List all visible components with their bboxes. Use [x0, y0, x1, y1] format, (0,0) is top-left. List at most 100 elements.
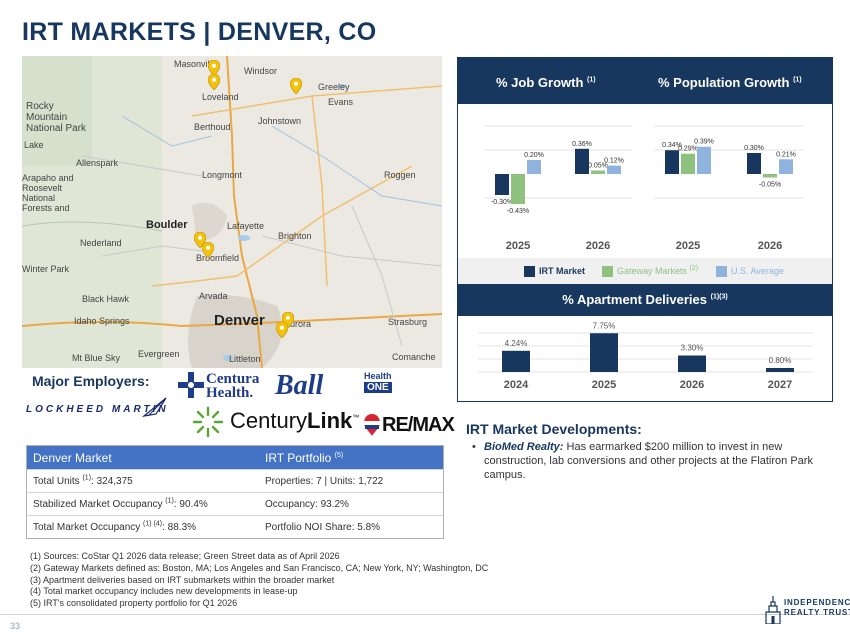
map-label: Littleton	[229, 354, 261, 364]
table-header: Denver Market IRT Portfolio (5)	[27, 446, 443, 469]
deliveries-chart: 4.24% 2024 7.75% 2025 3.30% 2026 0.80% 2027	[478, 321, 813, 391]
map-label: Aurora	[284, 319, 312, 329]
data-label: 0.34%	[662, 142, 682, 149]
table-header-portfolio: IRT Portfolio (5)	[265, 450, 344, 465]
map-label: Roggen	[384, 170, 416, 180]
data-label: 7.75%	[593, 321, 616, 330]
ball-logo: Ball	[275, 370, 324, 401]
deliveries-header-band: % Apartment Deliveries (1)(3)	[458, 284, 832, 316]
page-title: IRT MARKETS | DENVER, CO	[22, 18, 377, 46]
data-label: 0.80%	[769, 356, 792, 365]
map-label: Johnstown	[258, 116, 302, 126]
property-pin-icon[interactable]	[276, 322, 288, 338]
irt-logo-line2: REALTY TRUST	[784, 608, 850, 617]
map-label: Greeley	[318, 82, 350, 92]
tick-label: 2025	[592, 379, 616, 391]
map-label: Arvada	[199, 291, 228, 301]
job-growth-title: % Job Growth (1)	[496, 75, 596, 90]
data-label: 0.36%	[572, 141, 592, 148]
map-label: Denver	[214, 312, 265, 329]
irt-logo: INDEPENDENCE REALTY TRUST	[764, 596, 850, 629]
pop-growth-title: % Population Growth (1)	[658, 75, 802, 90]
footnotes: (1) Sources: CoStar Q1 2026 data release…	[30, 551, 488, 610]
healthone-logo: Health ONE	[364, 371, 392, 393]
map-label: Winter Park	[22, 264, 70, 274]
chart-bar	[575, 148, 589, 174]
developments-bullet: • BioMed Realty: Has earmarked $200 mill…	[472, 441, 813, 481]
data-label: 0.29%	[678, 146, 698, 153]
tick-label: 2025	[676, 240, 700, 252]
map-label: Evans	[328, 97, 354, 107]
market-table: Denver Market IRT Portfolio (5) Total Un…	[26, 445, 444, 539]
chart-bar	[697, 146, 711, 174]
data-label: -0.05%	[759, 182, 781, 189]
major-employers-label: Major Employers:	[32, 373, 150, 389]
lockheed-star-icon	[142, 397, 167, 417]
data-label: 0.20%	[524, 152, 544, 159]
map-label: Arapaho and Roosevelt National Forests a…	[22, 173, 74, 213]
map-label: Boulder	[146, 219, 188, 231]
data-label: 0.05%	[588, 163, 608, 170]
map-label: Windsor	[244, 66, 278, 76]
chart-legend: IRT Market Gateway Markets (2) U.S. Aver…	[458, 258, 832, 284]
healthone-bottom: ONE	[364, 382, 392, 393]
chart-bar	[665, 150, 679, 174]
irt-logo-line1: INDEPENDENCE	[784, 598, 850, 607]
map-label: Masonville	[174, 59, 217, 69]
map-label: Comanche	[392, 352, 436, 362]
centura-name-2: Health.	[206, 385, 254, 401]
footnote: (1) Sources: CoStar Q1 2026 data release…	[30, 551, 340, 561]
lockheed-martin-logo: LOCKHEED MARTIN	[26, 404, 169, 415]
map-label: Rocky Mountain National Park	[26, 101, 87, 134]
map-label: Lake	[24, 140, 44, 150]
chart-bar	[607, 165, 621, 174]
healthone-top: Health	[364, 371, 392, 381]
denver-map[interactable]: Masonville Windsor Loveland Greeley Evan…	[22, 56, 442, 368]
centurylink-burst-icon	[192, 406, 224, 438]
centurylink-a: Century	[230, 408, 308, 433]
chart-bar	[590, 333, 618, 372]
growth-header-band: % Job Growth (1) % Population Growth (1)	[458, 58, 832, 104]
table-row: Total Units (1): 324,375 Properties: 7 |…	[27, 469, 443, 492]
map-label: Longmont	[202, 170, 243, 180]
chart-bar	[495, 174, 509, 195]
map-label: Allenspark	[76, 158, 119, 168]
legend-item-gateway: Gateway Markets (2)	[602, 265, 698, 278]
centurylink-logo: CenturyLink™	[192, 406, 359, 443]
chart-bar	[591, 170, 605, 174]
chart-bar	[502, 350, 530, 372]
developments-title: IRT Market Developments:	[466, 421, 642, 437]
data-label: 3.30%	[681, 344, 704, 353]
tick-label: 2027	[768, 379, 792, 391]
legend-item-irt: IRT Market	[524, 266, 585, 278]
footnote: (2) Gateway Markets defined as: Boston, …	[30, 562, 489, 573]
footnote: (5) IRT's consolidated property portfoli…	[30, 598, 238, 609]
property-pin-icon[interactable]	[208, 60, 220, 76]
chart-bar	[681, 153, 695, 174]
remax-logo: RE/MAX	[364, 414, 455, 441]
data-label: 0.21%	[776, 151, 796, 158]
data-label: -0.30%	[491, 199, 513, 206]
chart-bar	[678, 355, 706, 372]
chart-bar	[747, 153, 761, 174]
growth-charts: -0.30% -0.43% 0.20% 2025 0.36% 0.05%0.12% 2026…	[484, 125, 804, 252]
independence-hall-icon	[765, 596, 781, 625]
page-number: 33	[10, 621, 21, 631]
deliveries-title: % Apartment Deliveries (1)(3)	[562, 292, 728, 307]
map-label: Nederland	[80, 238, 122, 248]
property-pin-icon[interactable]	[194, 232, 206, 248]
property-pin-icon[interactable]	[208, 74, 220, 90]
data-label: 0.12%	[604, 158, 624, 165]
tick-label: 2024	[504, 379, 529, 391]
stats-panel: % Job Growth (1) % Population Growth (1)…	[457, 57, 833, 402]
property-pin-icon[interactable]	[290, 78, 302, 94]
map-label: Mt Blue Sky	[72, 353, 121, 363]
centurylink-b: Link	[307, 408, 353, 433]
map-label: Brighton	[278, 231, 312, 241]
footer-divider	[0, 614, 850, 615]
table-header-market: Denver Market	[33, 450, 112, 465]
legend-item-us: U.S. Average	[716, 266, 784, 278]
tick-label: 2026	[680, 379, 704, 391]
property-pin-icon[interactable]	[202, 242, 214, 258]
map-label: Loveland	[202, 92, 239, 102]
